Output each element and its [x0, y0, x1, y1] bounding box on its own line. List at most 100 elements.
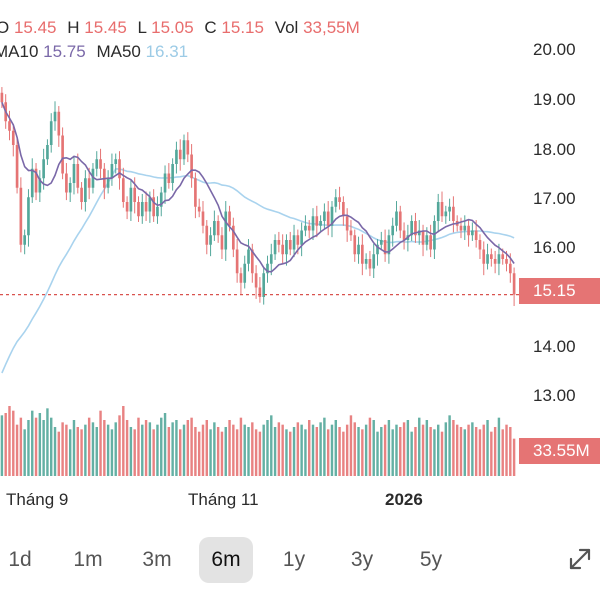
- volume-bar: [141, 424, 144, 476]
- candle-body: [87, 178, 91, 188]
- volume-bar: [258, 431, 262, 476]
- candle-body: [68, 183, 72, 193]
- range-button-3y[interactable]: 3y: [350, 548, 374, 571]
- candle-body: [364, 259, 368, 264]
- candle-body: [512, 273, 516, 295]
- volume-bar: [182, 424, 186, 476]
- y-tick-label: 20.00: [533, 40, 576, 59]
- candle-body: [0, 92, 4, 103]
- candle-body: [110, 164, 114, 179]
- ma10-value: 15.75: [43, 42, 86, 61]
- expand-icon[interactable]: [566, 545, 594, 573]
- last-volume-badge: 33.55M: [519, 438, 600, 464]
- volume-bar: [53, 427, 57, 476]
- volume-bar: [281, 424, 284, 476]
- volume-bar: [497, 417, 501, 476]
- candle-body: [304, 225, 307, 231]
- ma-header: MA10 15.75 MA50 16.31: [0, 42, 188, 62]
- candle-body: [76, 164, 80, 188]
- volume-bar: [353, 422, 356, 476]
- volume-bar: [459, 427, 463, 476]
- low-label: L: [137, 18, 147, 37]
- candle-body: [118, 159, 121, 179]
- volume-bar: [300, 424, 303, 476]
- volume-bar: [399, 427, 402, 476]
- volume-bar: [95, 427, 98, 476]
- candle-body: [194, 178, 197, 207]
- volume-bar: [376, 431, 379, 476]
- candle-body: [30, 168, 34, 198]
- x-tick-label: Tháng 9: [6, 490, 69, 509]
- open-label: O: [0, 18, 10, 37]
- close-label: C: [204, 18, 217, 37]
- volume-bar: [380, 427, 383, 476]
- volume-bar: [414, 427, 417, 476]
- range-button-6m[interactable]: 6m: [199, 537, 253, 583]
- candle-body: [436, 202, 440, 221]
- candle-body: [84, 178, 87, 202]
- candle-body: [383, 240, 387, 255]
- candle-body: [133, 187, 137, 202]
- candle-body: [228, 211, 231, 226]
- volume-bar: [262, 424, 265, 476]
- candle-body: [171, 164, 174, 183]
- volume-bar: [289, 431, 292, 476]
- range-button-1m[interactable]: 1m: [73, 548, 103, 571]
- candle-body: [156, 206, 159, 217]
- candle-body: [197, 206, 201, 212]
- volume-bar: [509, 427, 512, 476]
- volume-bar: [38, 413, 42, 476]
- candle-body: [152, 197, 155, 217]
- volume-bar: [133, 429, 136, 476]
- candle-body: [8, 121, 11, 131]
- volume-bar: [34, 417, 38, 476]
- volume-bar: [190, 417, 193, 476]
- candle-body: [266, 263, 269, 274]
- y-tick-label: 18.00: [533, 140, 576, 159]
- ma10-label: MA10: [0, 42, 39, 61]
- y-tick-label: 19.00: [533, 90, 576, 109]
- candle-body: [224, 211, 228, 250]
- volume-bar: [87, 417, 91, 476]
- volume-bar: [23, 429, 26, 476]
- volume-bar: [349, 415, 353, 476]
- volume-bar: [254, 429, 258, 476]
- volume-bar: [12, 410, 15, 476]
- volume-bar: [440, 431, 444, 476]
- volume-bar: [99, 410, 102, 476]
- candle-body: [99, 159, 102, 169]
- volume-bar: [311, 424, 315, 476]
- range-button-1y[interactable]: 1y: [282, 548, 306, 571]
- volume-bar: [345, 424, 349, 476]
- volume-bar: [194, 427, 197, 476]
- candle-body: [497, 254, 501, 264]
- volume-bar: [395, 424, 398, 476]
- candle-body: [508, 263, 512, 274]
- volume-bar: [505, 424, 508, 476]
- range-button-5y[interactable]: 5y: [419, 548, 443, 571]
- candle-body: [398, 211, 402, 231]
- ma10-polyline: [1, 102, 515, 273]
- candle-body: [425, 235, 429, 245]
- candle-body: [247, 249, 250, 264]
- volume-bar: [15, 424, 19, 476]
- candle-body: [80, 187, 83, 202]
- volume-bar: [437, 424, 440, 476]
- candle-body: [106, 178, 110, 188]
- candle-body: [27, 197, 30, 236]
- volume-bar: [160, 417, 163, 476]
- range-button-1d[interactable]: 1d: [8, 548, 32, 571]
- candle-body: [486, 254, 489, 264]
- range-button-3m[interactable]: 3m: [142, 548, 172, 571]
- candle-body: [49, 121, 53, 145]
- volume-bar: [277, 422, 281, 476]
- volume-bar: [266, 420, 269, 476]
- candle-body: [323, 211, 326, 221]
- volume-bar: [273, 427, 277, 476]
- candle-body: [387, 235, 391, 255]
- candle-body: [395, 211, 398, 226]
- y-tick-label: 17.00: [533, 189, 576, 208]
- volume-bar: [251, 422, 254, 476]
- candle-body: [42, 159, 45, 179]
